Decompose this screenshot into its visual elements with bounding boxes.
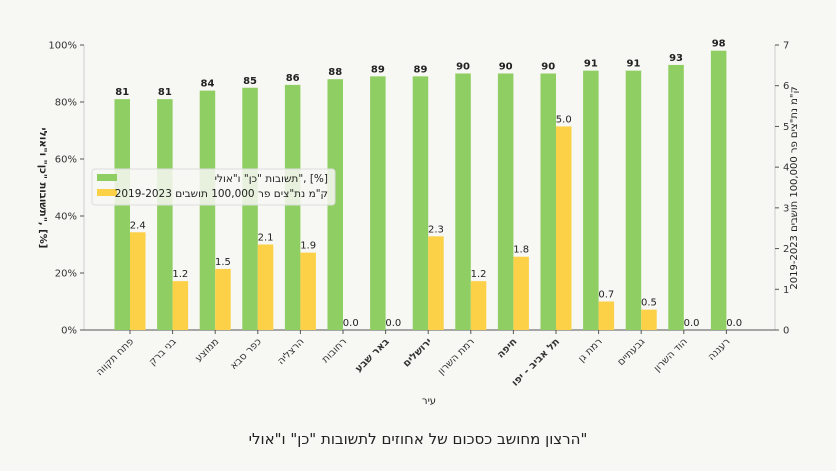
bar-km-label: 0.0	[343, 318, 359, 329]
bar-km	[598, 301, 615, 330]
bar-pct	[497, 73, 514, 330]
bar-pct	[540, 73, 556, 330]
bar-km	[470, 281, 487, 330]
x-axis-label: עיר	[422, 396, 436, 407]
x-tick-label: רמת השרון	[436, 336, 477, 377]
bar-pct	[199, 90, 216, 330]
bar-pct	[668, 64, 684, 330]
bar-pct-label: 88	[328, 67, 342, 78]
y2-tick-label: 1	[783, 285, 789, 296]
x-tick-label: כפר סבא	[228, 336, 264, 372]
y2-tick-label: 0	[783, 326, 789, 337]
x-tick-label: ירושלים	[401, 336, 434, 369]
y-tick-label: 40%	[55, 212, 77, 223]
bar-km-label: 0.0	[684, 318, 700, 329]
bar-pct-label: 91	[626, 59, 640, 70]
bars: 81 2.4 81 1.2 84 1.5 85 2.1 86 1.9 88 0.0 89 0.0 89 2.3…	[114, 39, 742, 331]
legend: תשובות "כן" ו"אולי", [%] ק"מ נת"צים פר 10…	[91, 168, 336, 206]
bar-pct	[455, 73, 471, 330]
legend-swatch	[97, 174, 117, 181]
bar-pct-label: 93	[669, 53, 683, 64]
chart-title: הרצון מחושב כסכום של אחוזים לתשובות "כן"…	[249, 430, 588, 448]
bar-km	[257, 244, 274, 330]
bar-pct-label: 98	[712, 39, 726, 50]
x-tick-label: בני ברק	[147, 336, 179, 368]
y2-tick-label: 4	[783, 163, 789, 174]
x-tick-label: הרצליה	[276, 336, 307, 367]
bar-km	[641, 309, 657, 330]
bar-pct-label: 86	[286, 73, 300, 84]
bar-pct	[327, 79, 343, 330]
legend-swatch	[97, 189, 117, 196]
y2-tick-label: 6	[783, 81, 789, 92]
y-tick-label: 0%	[61, 326, 77, 337]
bar-pct-label: 89	[413, 64, 427, 75]
x-tick-label: ממוצע	[193, 336, 221, 364]
y-tick-label: 100%	[48, 41, 77, 52]
bar-km-label: 1.2	[471, 269, 487, 280]
bar-km	[556, 126, 572, 330]
bar-km-label: 0.0	[726, 318, 742, 329]
y2-tick-label: 5	[783, 122, 789, 133]
bar-pct	[242, 87, 258, 330]
bar-pct-label: 85	[243, 76, 257, 87]
bar-km	[513, 256, 529, 330]
x-tick-label: גבעתיים	[616, 336, 648, 368]
y2-tick-label: 2	[783, 244, 789, 255]
bar-km-label: 2.1	[258, 233, 274, 244]
bar-pct	[370, 76, 386, 330]
bar-km	[428, 236, 444, 330]
bar-km-label: 0.7	[598, 290, 614, 301]
bar-pct	[625, 70, 642, 331]
bar-pct	[284, 84, 301, 331]
bar-km-label: 1.9	[300, 241, 316, 252]
x-tick-label: הוד השרון	[652, 336, 690, 374]
bar-pct-label: 90	[541, 62, 555, 73]
bar-km-label: 1.8	[513, 245, 529, 256]
bar-pct-label: 81	[158, 87, 172, 98]
bar-pct-label: 89	[371, 64, 385, 75]
y2-tick-label: 3	[783, 203, 789, 214]
bar-km-label: 2.4	[130, 220, 146, 231]
bar-pct-label: 81	[115, 87, 129, 98]
bar-km	[300, 252, 316, 330]
x-tick-label: רחובות	[320, 336, 349, 365]
y-axis-label: תשובות "כן" ו"אולי", [%]	[37, 128, 48, 249]
x-tick-label: חיפה	[495, 336, 519, 360]
bar-km	[172, 281, 189, 330]
bar-pct	[583, 70, 599, 331]
bar-pct	[710, 50, 727, 330]
bar-km	[215, 268, 231, 330]
x-tick-label: רעננה	[706, 336, 732, 362]
bar-pct	[412, 76, 429, 330]
y-tick-label: 80%	[55, 98, 77, 109]
bar-pct	[114, 99, 130, 331]
y-tick-label: 60%	[55, 155, 77, 166]
bar-pct-label: 84	[200, 79, 214, 90]
bar-km-label: 1.2	[172, 269, 188, 280]
legend-entry: תשובות "כן" ו"אולי", [%]	[215, 173, 328, 185]
bar-km-label: 0.5	[641, 298, 657, 309]
y2-tick-label: 7	[783, 41, 789, 52]
x-tick-label: באר שבע	[353, 336, 391, 374]
bar-km-label: 2.3	[428, 224, 444, 235]
legend-entry: ק"מ נת"צים פר 100,000 תושבים 2019-2023	[115, 188, 328, 200]
bar-pct-label: 91	[584, 59, 598, 70]
legend-box	[91, 168, 336, 206]
bar-km	[130, 232, 146, 330]
y2-axis-label: ק"מ נת"צים פר 100,000 תושבים 2019-2023	[789, 86, 800, 289]
x-tick-label: רמת גן	[576, 336, 604, 364]
bar-pct	[157, 99, 173, 331]
y-tick-label: 20%	[55, 269, 77, 280]
bar-km-label: 0.0	[385, 318, 401, 329]
bar-pct-label: 90	[456, 62, 470, 73]
bar-km-label: 1.5	[215, 257, 231, 268]
bar-pct-label: 90	[499, 62, 513, 73]
bar-km-label: 5.0	[556, 114, 572, 125]
x-tick-label: פתח תקווה	[94, 336, 136, 378]
